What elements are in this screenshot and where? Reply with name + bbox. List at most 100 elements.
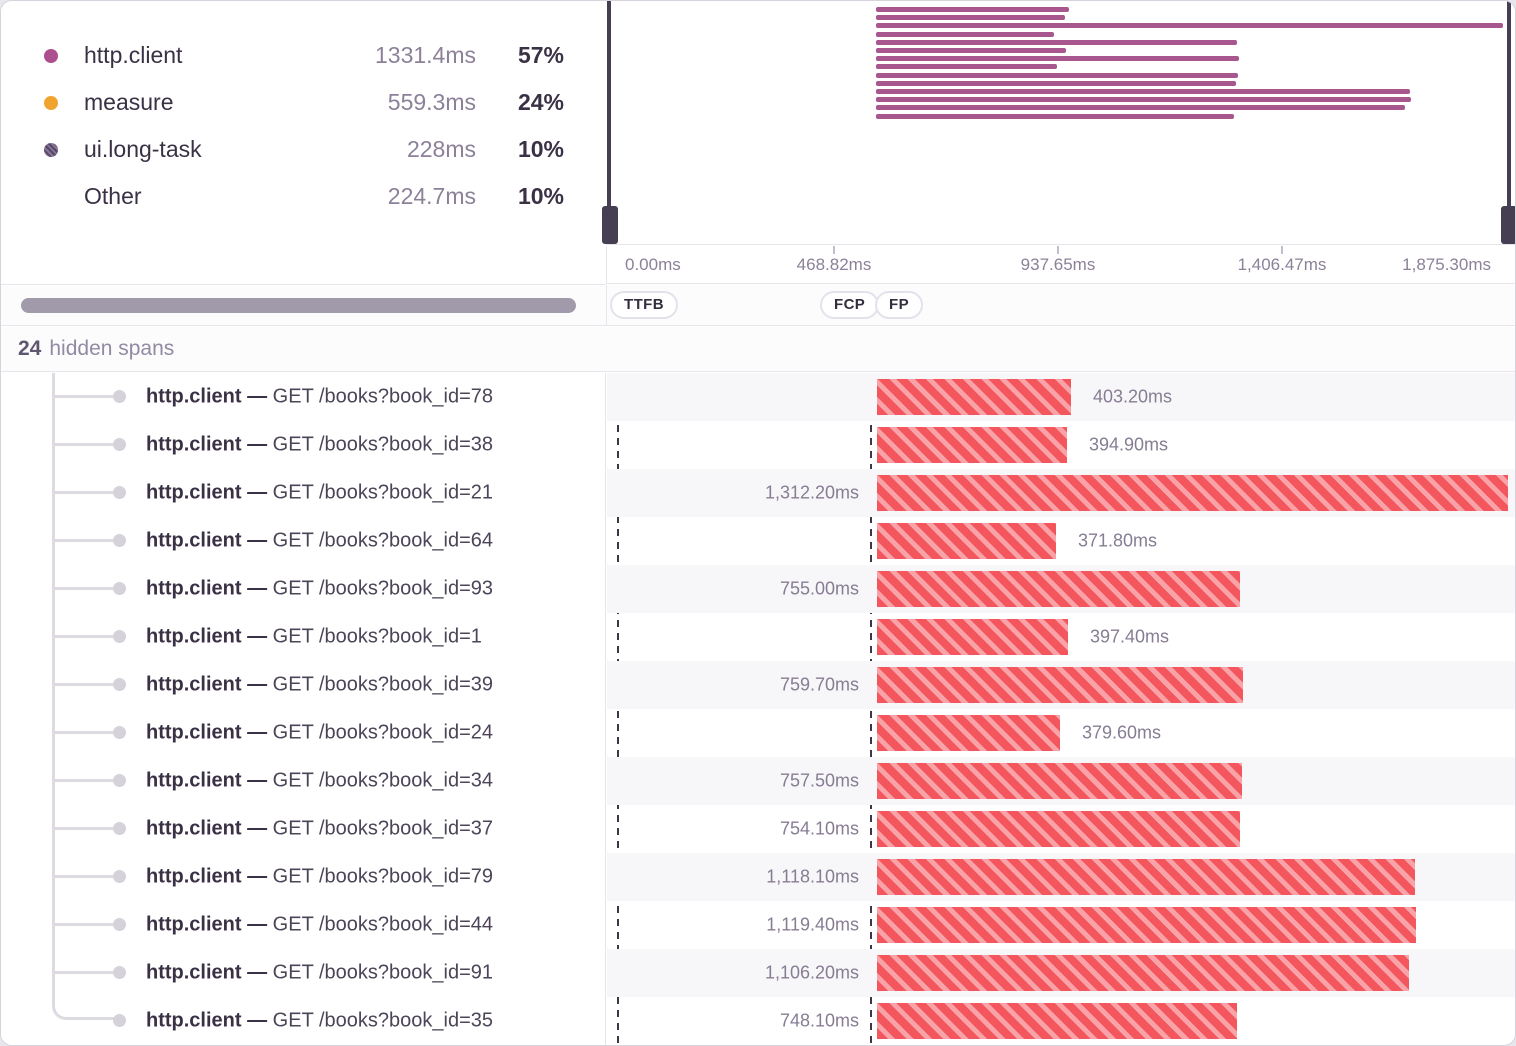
legend-row: Other 224.7ms 10% — [44, 173, 564, 220]
axis-tick-label: 0.00ms — [625, 254, 681, 274]
trace-minimap[interactable] — [602, 1, 1515, 245]
tree-connector-line — [54, 635, 116, 638]
legend-op-percent: 24% — [517, 89, 564, 115]
span-duration-bar[interactable] — [877, 763, 1242, 799]
span-row-name[interactable]: http.client — GET /books?book_id=78 — [1, 373, 605, 421]
span-row-name[interactable]: http.client — GET /books?book_id=38 — [1, 421, 605, 469]
minimap-span-bar — [876, 97, 1411, 103]
minimap-left-handle[interactable] — [607, 1, 611, 244]
span-duration-bar[interactable] — [877, 667, 1243, 703]
span-row-name[interactable]: http.client — GET /books?book_id=24 — [1, 709, 605, 757]
axis-tick-label: 468.82ms — [796, 254, 872, 274]
legend-op-label: Other — [84, 183, 142, 209]
tree-connector-line — [54, 971, 116, 974]
span-row-name[interactable]: http.client — GET /books?book_id=91 — [1, 949, 605, 997]
legend-color-dot — [44, 142, 58, 157]
minimap-span-bar — [876, 89, 1410, 94]
legend-op-percent: 10% — [517, 183, 564, 209]
span-row-name[interactable]: http.client — GET /books?book_id=1 — [1, 613, 605, 661]
span-names-column: http.client — GET /books?book_id=78 http… — [1, 373, 606, 1045]
span-row-name[interactable]: http.client — GET /books?book_id=93 — [1, 565, 605, 613]
minimap-span-bar — [876, 105, 1405, 111]
tree-node-dot — [113, 870, 126, 883]
span-row-chart[interactable]: 754.10ms — [607, 805, 1515, 853]
legend-op-label: measure — [84, 89, 174, 115]
span-duration-bar[interactable] — [877, 1003, 1237, 1039]
span-title: http.client — GET /books?book_id=1 — [146, 626, 482, 649]
span-duration-label: 754.10ms — [779, 818, 859, 839]
tree-node-dot — [113, 822, 126, 835]
span-duration-label: 1,106.20ms — [764, 962, 859, 983]
span-duration-label: 403.20ms — [1093, 386, 1173, 407]
span-duration-bar[interactable] — [877, 379, 1071, 415]
hidden-spans-row[interactable]: 24 hidden spans — [1, 327, 1515, 372]
tree-connector-line — [54, 491, 116, 494]
minimap-span-bar — [876, 113, 1234, 119]
span-duration-label: 759.70ms — [779, 674, 859, 695]
minimap-span-bar — [876, 23, 1503, 29]
tree-node-dot — [113, 486, 126, 499]
span-row-name[interactable]: http.client — GET /books?book_id=79 — [1, 853, 605, 901]
span-row-chart[interactable]: 379.60ms — [607, 709, 1515, 757]
span-row-chart[interactable]: 403.20ms — [607, 373, 1515, 421]
span-description: GET /books?book_id=78 — [272, 385, 494, 408]
minimap-span-bar — [876, 64, 1057, 70]
span-row-chart[interactable]: 1,119.40ms — [607, 901, 1515, 949]
minimap-right-handle[interactable] — [1507, 1, 1511, 244]
span-list-scrollbar-thumb[interactable] — [21, 298, 576, 313]
span-row-chart[interactable]: 757.50ms — [607, 757, 1515, 805]
span-row-chart[interactable]: 759.70ms — [607, 661, 1515, 709]
legend-op-duration: 224.7ms — [387, 183, 476, 209]
minimap-right-handle-grip[interactable] — [1501, 206, 1515, 244]
span-row-chart[interactable]: 394.90ms — [607, 421, 1515, 469]
minimap-span-bar — [876, 72, 1238, 78]
legend-row: ui.long-task 228ms 10% — [44, 126, 564, 173]
span-row-chart[interactable]: 1,118.10ms — [607, 853, 1515, 901]
minimap-span-bar — [876, 15, 1065, 21]
span-row-name[interactable]: http.client — GET /books?book_id=21 — [1, 469, 605, 517]
span-row-chart[interactable]: 371.80ms — [607, 517, 1515, 565]
span-row-name[interactable]: http.client — GET /books?book_id=35 — [1, 997, 605, 1045]
legend-op-label: http.client — [84, 42, 183, 68]
span-row-chart[interactable]: 397.40ms — [607, 613, 1515, 661]
span-title: http.client — GET /books?book_id=93 — [146, 578, 493, 601]
span-row-chart[interactable]: 748.10ms — [607, 997, 1515, 1045]
tree-connector-line — [54, 923, 116, 926]
minimap-span-bar — [876, 48, 1066, 53]
span-op: http.client — — [146, 625, 273, 648]
span-duration-bar[interactable] — [877, 859, 1415, 895]
span-duration-label: 1,119.40ms — [766, 914, 859, 935]
span-row-chart[interactable]: 1,106.20ms — [607, 949, 1515, 997]
span-op: http.client — — [146, 865, 273, 888]
span-duration-bar[interactable] — [877, 523, 1056, 559]
span-row-name[interactable]: http.client — GET /books?book_id=64 — [1, 517, 605, 565]
hidden-spans-label: hidden spans — [49, 337, 175, 360]
span-duration-bar[interactable] — [877, 955, 1409, 991]
span-row-name[interactable]: http.client — GET /books?book_id=44 — [1, 901, 605, 949]
span-duration-bar[interactable] — [877, 811, 1240, 847]
tree-node-dot — [113, 390, 126, 403]
span-duration-bar[interactable] — [877, 715, 1060, 751]
span-duration-bar[interactable] — [877, 427, 1067, 463]
span-row-chart[interactable]: 1,312.20ms — [607, 469, 1515, 517]
span-duration-bar[interactable] — [877, 619, 1068, 655]
span-duration-bar[interactable] — [877, 907, 1416, 943]
tree-node-dot — [113, 630, 126, 643]
span-duration-label: 1,118.10ms — [766, 866, 859, 887]
span-row-name[interactable]: http.client — GET /books?book_id=34 — [1, 757, 605, 805]
minimap-left-handle-grip[interactable] — [602, 206, 618, 244]
span-op: http.client — — [146, 1009, 273, 1032]
ops-breakdown-card: http.client 1331.4ms 57% measure 559.3ms… — [1, 1, 606, 285]
span-row-name[interactable]: http.client — GET /books?book_id=39 — [1, 661, 605, 709]
span-title: http.client — GET /books?book_id=35 — [146, 1010, 493, 1033]
span-row-name[interactable]: http.client — GET /books?book_id=37 — [1, 805, 605, 853]
vital-badge-ttfb: TTFB — [610, 291, 678, 319]
span-title: http.client — GET /books?book_id=39 — [146, 674, 493, 697]
span-row-chart[interactable]: 755.00ms — [607, 565, 1515, 613]
axis-tick-label: 1,406.47ms — [1237, 254, 1327, 274]
tree-node-dot — [113, 582, 126, 595]
span-duration-bar[interactable] — [877, 571, 1240, 607]
ops-breakdown-legend: http.client 1331.4ms 57% measure 559.3ms… — [44, 32, 564, 220]
span-description: GET /books?book_id=38 — [272, 433, 494, 456]
span-duration-bar[interactable] — [877, 475, 1508, 511]
